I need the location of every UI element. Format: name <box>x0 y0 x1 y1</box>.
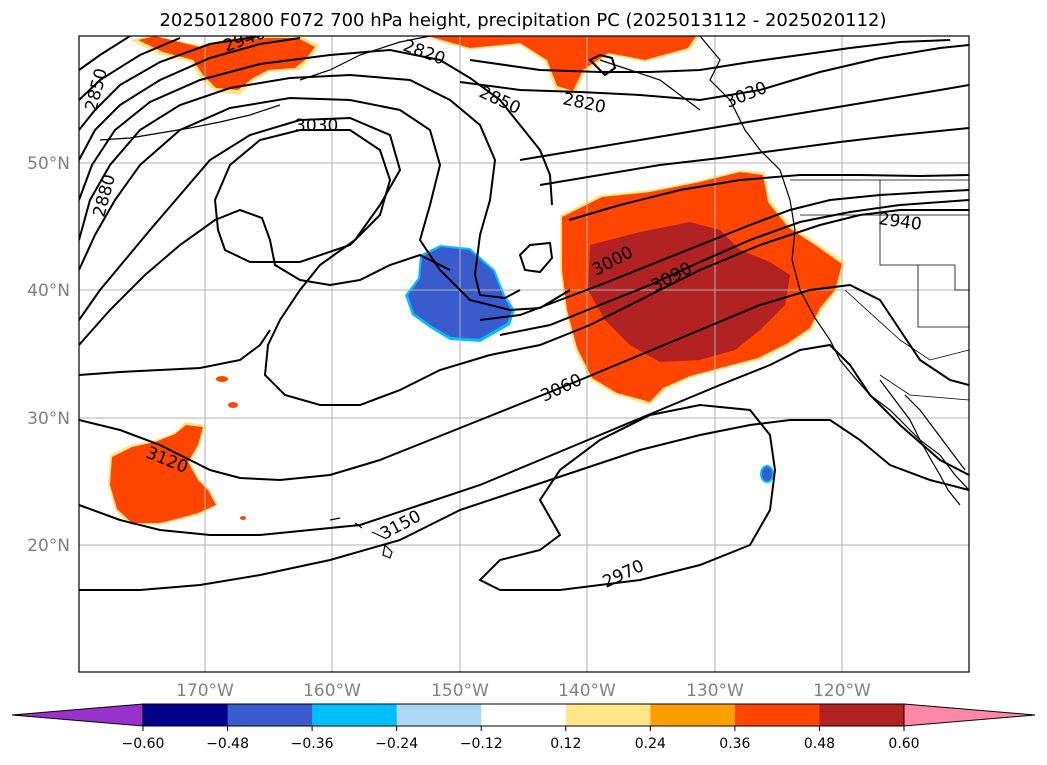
height-contours <box>79 36 969 591</box>
lon-label-160w: 160°W <box>303 681 361 701</box>
colorbar-segment <box>396 704 482 726</box>
colorbar-segment <box>227 704 313 726</box>
colorbar-tick-label: 0.12 <box>550 736 581 752</box>
lon-label-170w: 170°W <box>176 681 234 701</box>
colorbar-outline <box>142 703 905 727</box>
contour-label: 3030 <box>295 116 338 136</box>
colorbar-extend-high <box>903 703 1036 727</box>
colorbar-segment <box>312 704 398 726</box>
map-panel: 2850 2880 2940 2820 2850 2820 3030 3030 … <box>79 36 969 672</box>
colorbar-tick-label: −0.36 <box>291 736 334 752</box>
lat-label-50n: 50°N <box>27 154 70 174</box>
lon-label-120w: 120°W <box>813 681 871 701</box>
latitude-labels: 50°N 40°N 30°N 20°N <box>27 154 70 556</box>
lon-label-140w: 140°W <box>558 681 616 701</box>
lat-label-20n: 20°N <box>27 536 70 556</box>
lon-label-150w: 150°W <box>431 681 489 701</box>
colorbar-segment <box>650 704 736 726</box>
colorbar-segment <box>143 704 229 726</box>
colorbar-tick-label: 0.36 <box>719 736 750 752</box>
lon-label-130w: 130°W <box>686 681 744 701</box>
colorbar-tick-label: 0.24 <box>635 736 666 752</box>
graticule <box>79 36 969 672</box>
lat-label-40n: 40°N <box>27 281 70 301</box>
colorbar: −0.60 −0.48 −0.36 −0.24 −0.12 0.12 0.24 0.36 0.4… <box>11 703 1036 752</box>
longitude-labels: 170°W 160°W 150°W 140°W 130°W 120°W <box>176 681 871 701</box>
colorbar-segment <box>565 704 651 726</box>
precip-area-north-center <box>420 36 700 95</box>
colorbar-tick-label: −0.12 <box>460 736 503 752</box>
colorbar-segment <box>481 704 567 726</box>
colorbar-tick-label: 0.60 <box>888 736 919 752</box>
colorbar-segment <box>819 704 905 726</box>
colorbar-tick-label: −0.48 <box>206 736 249 752</box>
colorbar-extend-low <box>11 703 144 727</box>
precip-area-west-coast <box>560 170 845 405</box>
figure-title: 2025012800 F072 700 hPa height, precipit… <box>159 10 886 31</box>
precip-area-north-left <box>130 36 320 95</box>
coastlines <box>99 36 969 559</box>
precip-area-hawaii <box>108 376 246 525</box>
map-border <box>78 35 970 673</box>
colorbar-tick-label: −0.60 <box>122 736 165 752</box>
colorbar-segment <box>734 704 820 726</box>
colorbar-tick-label: −0.24 <box>375 736 418 752</box>
colorbar-tick-label: 0.48 <box>804 736 835 752</box>
lat-label-30n: 30°N <box>27 409 70 429</box>
